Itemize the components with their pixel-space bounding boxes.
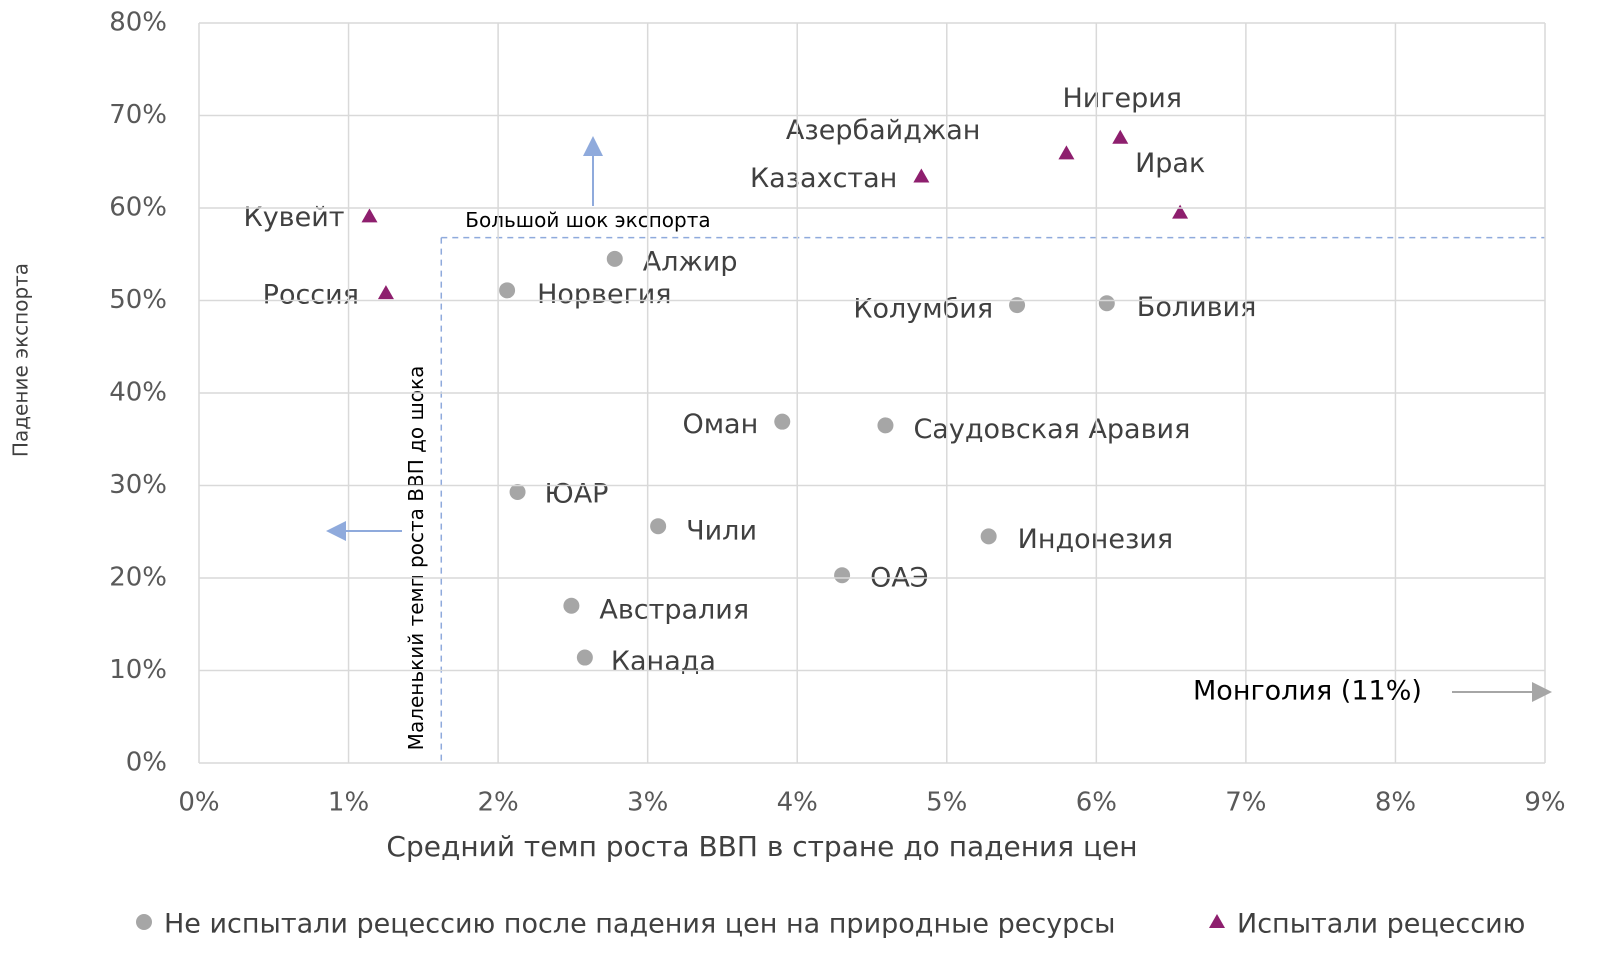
y-tick-label: 30% [109, 470, 167, 500]
legend-label: Испытали рецессию [1237, 909, 1525, 940]
threshold-label: Большой шок экспорта [465, 208, 710, 232]
y-tick-label: 60% [109, 193, 167, 223]
x-tick-label: 8% [1375, 788, 1416, 818]
point-label: Чили [686, 516, 757, 547]
point [563, 597, 580, 614]
x-tick-label: 9% [1524, 788, 1565, 818]
point-label: ЮАР [545, 478, 609, 509]
point [1098, 295, 1115, 312]
point [774, 413, 791, 430]
point [499, 282, 516, 299]
point [1058, 145, 1075, 160]
point-label: Алжир [643, 246, 738, 277]
point [1172, 204, 1189, 219]
y-axis-title: Падение экспорта [9, 263, 33, 457]
threshold-label: Маленький темп роста ВВП до шока [404, 366, 428, 751]
x-tick-label: 5% [926, 788, 967, 818]
x-tick-label: 3% [627, 788, 668, 818]
point-label: Ирак [1135, 148, 1205, 179]
point-label: Нигерия [1062, 83, 1182, 114]
point-label: Колумбия [853, 294, 993, 325]
legend-marker [1209, 914, 1225, 928]
point [361, 208, 378, 223]
x-tick-label: 0% [178, 788, 219, 818]
y-tick-label: 40% [109, 378, 167, 408]
point [1009, 297, 1026, 314]
point-label: Норвегия [537, 279, 671, 310]
point-label: Азербайджан [786, 115, 981, 146]
point-label: Кувейт [244, 202, 345, 233]
point-label: Саудовская Аравия [913, 414, 1190, 445]
x-tick-label: 2% [477, 788, 518, 818]
point [877, 417, 894, 434]
point-label: Оман [682, 409, 758, 440]
point [509, 483, 526, 500]
point [576, 649, 593, 666]
point [377, 285, 394, 300]
y-tick-label: 0% [126, 748, 167, 778]
y-tick-label: 20% [109, 563, 167, 593]
x-axis-title: Средний темп роста ВВП в стране до паден… [386, 830, 1137, 863]
legend-label: Не испытали рецессию после падения цен н… [164, 909, 1116, 940]
point-label: Боливия [1137, 292, 1257, 323]
point-label: Казахстан [750, 163, 897, 194]
point [980, 528, 997, 545]
point [606, 250, 623, 267]
x-tick-label: 6% [1076, 788, 1117, 818]
point [650, 518, 667, 535]
y-tick-label: 70% [109, 100, 167, 130]
point-label: Индонезия [1018, 524, 1173, 555]
y-tick-label: 80% [109, 8, 167, 38]
point-label: Россия [263, 280, 359, 311]
y-tick-label: 50% [109, 285, 167, 315]
y-tick-label: 10% [109, 655, 167, 685]
point [913, 168, 930, 183]
point [834, 567, 851, 584]
x-tick-label: 4% [777, 788, 818, 818]
legend-marker [136, 914, 152, 930]
annotation: Монголия (11%) [1193, 676, 1422, 707]
point-label: Канада [611, 646, 716, 677]
point [1112, 129, 1129, 144]
x-tick-label: 1% [328, 788, 369, 818]
x-tick-label: 7% [1225, 788, 1266, 818]
point-label: Австралия [599, 594, 749, 625]
